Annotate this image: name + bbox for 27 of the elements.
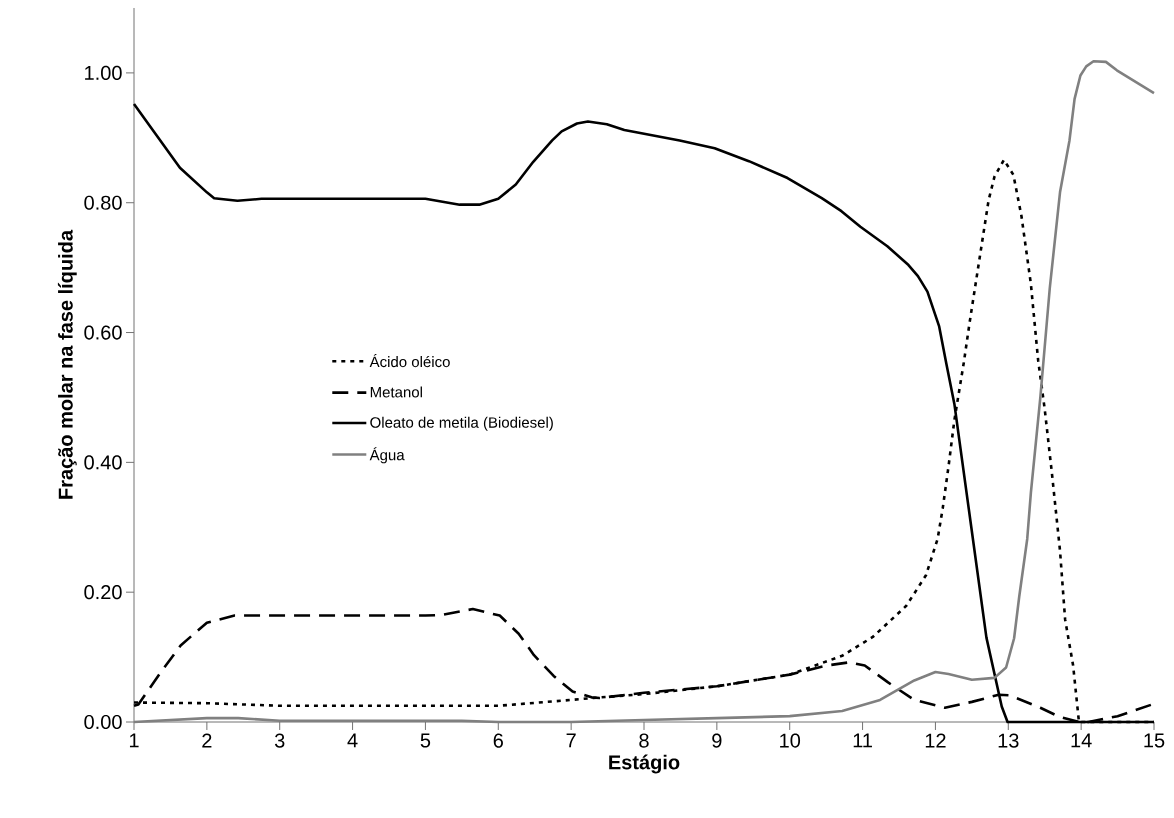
x-tick-label: 14 [1071,733,1092,748]
y-tick-label: 1.00 [85,65,122,80]
x-tick-label: 12 [925,733,946,748]
x-tick-label: 6 [493,733,503,748]
x-tick-label: 1 [129,733,139,748]
x-tick-label: 13 [998,733,1019,748]
x-tick-label: 4 [347,733,358,748]
x-tick-label: 11 [853,733,872,748]
y-tick-label: 0.00 [84,714,122,730]
y-tick-label: 0.40 [84,455,122,470]
legend-label: Metanol [370,386,422,398]
x-tick-label: 7 [566,733,576,748]
y-axis-title: Fração molar na fase líquida [57,229,77,499]
y-tick-label: 0.20 [84,585,122,600]
x-tick-label: 15 [1144,733,1165,748]
x-axis-title: Estágio [609,754,680,774]
x-tick-label: 10 [780,733,801,748]
y-tick-label: 0.60 [84,325,122,340]
x-tick-label: 5 [420,733,431,748]
x-tick-label: 9 [712,733,722,748]
legend-label: Água [369,447,405,464]
x-tick-label: 3 [274,733,285,748]
y-tick-label: 0.80 [84,195,122,210]
legend-label: Ácido oléico [369,353,450,368]
x-tick-label: 2 [202,733,212,748]
legend-label: Oleato de metila (Biodiesel) [370,416,553,431]
x-tick-label: 8 [639,733,649,748]
